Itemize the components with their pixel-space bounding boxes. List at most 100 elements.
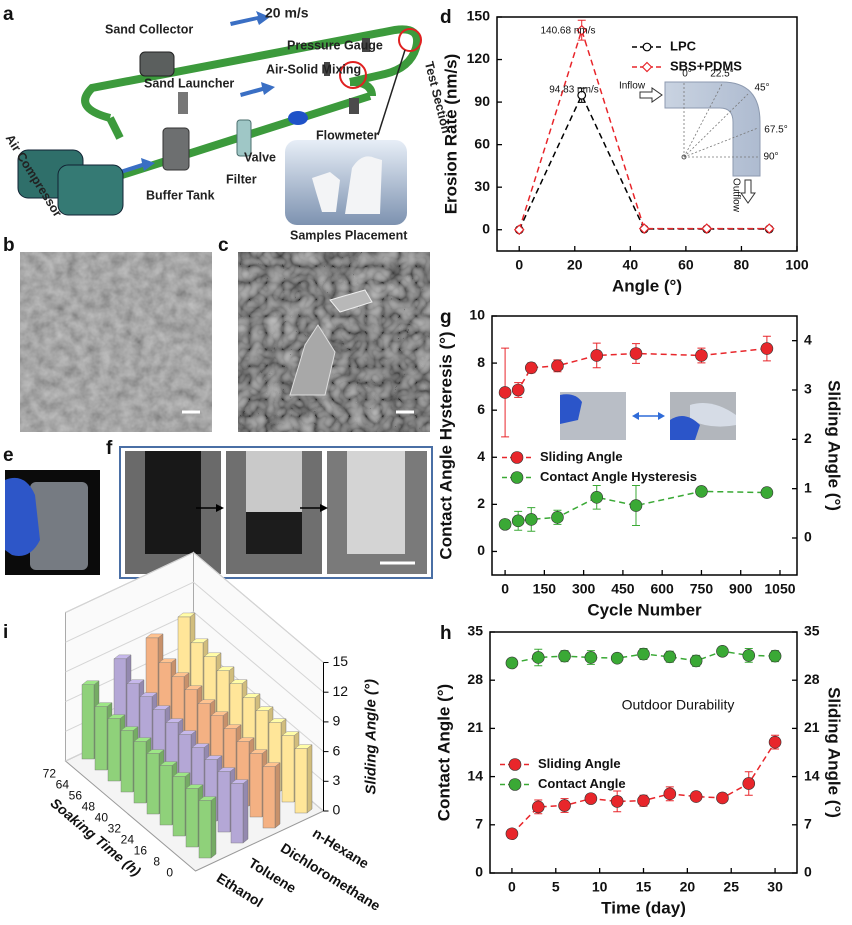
component-label: Filter xyxy=(226,172,257,186)
sample xyxy=(345,156,382,214)
marker xyxy=(763,223,775,234)
marker xyxy=(551,359,564,373)
pipe xyxy=(106,116,124,140)
y-axis-label: Contact Angle Hysteresis (°) xyxy=(436,331,455,559)
angle-guide xyxy=(683,127,759,158)
marker xyxy=(610,651,624,665)
schematic: 20 m/s Sand Collector Pressure Gauge Air… xyxy=(3,5,454,243)
inset-label: 67.5° xyxy=(764,125,787,136)
marker xyxy=(742,649,756,662)
film xyxy=(690,402,736,427)
x-tick-label: 30 xyxy=(767,879,783,895)
legend-label: Contact Angle xyxy=(538,776,626,791)
z-tick-label: 12 xyxy=(333,683,349,699)
y-tick-label: 14 xyxy=(467,767,483,783)
x-tick-label: 100 xyxy=(785,257,809,273)
y2-axis-label: Sliding Angle (°) xyxy=(825,687,844,818)
marker xyxy=(513,224,525,236)
y2-axis-label: Sliding Angle (°) xyxy=(825,380,844,511)
bar xyxy=(230,783,244,844)
y-tick-label: 30 xyxy=(474,178,490,194)
y-tick-label: 28 xyxy=(467,671,483,687)
glove xyxy=(5,477,40,556)
inset-label: 90° xyxy=(763,152,778,163)
legend-label: Sliding Angle xyxy=(538,756,621,771)
y-tick-label: 0 xyxy=(477,542,485,558)
y-tick-label: 32 xyxy=(108,822,122,836)
x-tick-label: 750 xyxy=(690,581,714,597)
y-tick-label: 64 xyxy=(56,778,70,792)
chart: 0 5 10 15 20 25 30 0 7 14 21 28 35 0 7 14 21 28 35 Time (da… xyxy=(434,623,843,918)
y-tick-label: 60 xyxy=(474,135,490,151)
panel-label: g xyxy=(440,307,452,328)
chart: 0 150 300 450 600 750 900 1050 0 2 4 6 8 10 0 1 2 3 4 Cycle… xyxy=(436,307,843,620)
z-tick-label: 15 xyxy=(333,653,349,669)
y2-tick-label: 7 xyxy=(804,816,812,832)
inset-label: Inflow xyxy=(619,81,646,92)
z-tick-label: 0 xyxy=(333,802,341,818)
grid-line xyxy=(65,551,324,663)
pressure-gauge xyxy=(362,38,370,52)
x-tick-label: 25 xyxy=(723,879,739,895)
bar xyxy=(294,748,308,814)
marker xyxy=(663,787,677,801)
y-tick-label: 6 xyxy=(477,401,485,417)
y2-tick-label: 2 xyxy=(804,430,812,446)
z-tick-label: 3 xyxy=(333,772,341,788)
bar xyxy=(81,684,95,760)
marker xyxy=(629,499,643,512)
marker xyxy=(505,656,519,670)
arrow xyxy=(120,158,155,174)
particle xyxy=(289,324,336,396)
pressure-gauge xyxy=(324,62,330,76)
component-label: Valve xyxy=(244,150,276,164)
marker xyxy=(577,90,587,100)
y-tick-label: 90 xyxy=(474,93,490,109)
x-tick-label: 40 xyxy=(623,257,639,273)
y-tick-label: 72 xyxy=(43,767,57,781)
bar xyxy=(185,788,199,848)
marker xyxy=(505,827,519,841)
x-tick-label: 300 xyxy=(572,581,596,597)
marker xyxy=(742,777,756,790)
angle-guide xyxy=(683,93,749,158)
marker xyxy=(689,790,703,803)
x-tick-label: 1050 xyxy=(764,581,795,597)
bar xyxy=(120,730,134,793)
marker xyxy=(629,347,643,360)
legend-label: Sliding Angle xyxy=(540,449,623,464)
bar xyxy=(107,718,121,782)
y-tick-label: 7 xyxy=(475,816,483,832)
arrow-head xyxy=(658,412,665,420)
x-tick-label: 150 xyxy=(533,581,557,597)
x-axis-label: Cycle Number xyxy=(587,600,702,619)
bar xyxy=(146,753,160,815)
x-axis-label: Time (day) xyxy=(601,898,686,917)
y2-tick-label: 0 xyxy=(804,864,812,880)
marker xyxy=(637,647,650,661)
panel-label: f xyxy=(106,438,113,459)
component-label: Buffer Tank xyxy=(146,188,215,202)
pipe xyxy=(81,25,421,122)
marker xyxy=(558,649,571,663)
legend-marker xyxy=(641,61,653,73)
legend-label: LPC xyxy=(670,38,697,53)
film-oiled xyxy=(145,451,201,554)
panel-label: h xyxy=(440,623,452,644)
marker xyxy=(768,735,782,749)
bar xyxy=(249,753,263,818)
bend-center xyxy=(681,154,687,160)
legend-marker xyxy=(642,42,652,52)
legend-marker xyxy=(508,778,522,791)
component-label: Pressure Gauge xyxy=(287,38,383,52)
y2-tick-label: 0 xyxy=(804,529,812,545)
valve xyxy=(288,111,308,125)
y-tick-label: 16 xyxy=(134,844,148,858)
component-label: Samples Placement xyxy=(290,228,408,242)
legend-marker xyxy=(510,451,524,464)
marker xyxy=(531,800,545,814)
y-tick-label: 8 xyxy=(153,855,160,869)
x-tick-label: 0 xyxy=(501,581,509,597)
annotation: 140.68 nm/s xyxy=(540,26,595,37)
